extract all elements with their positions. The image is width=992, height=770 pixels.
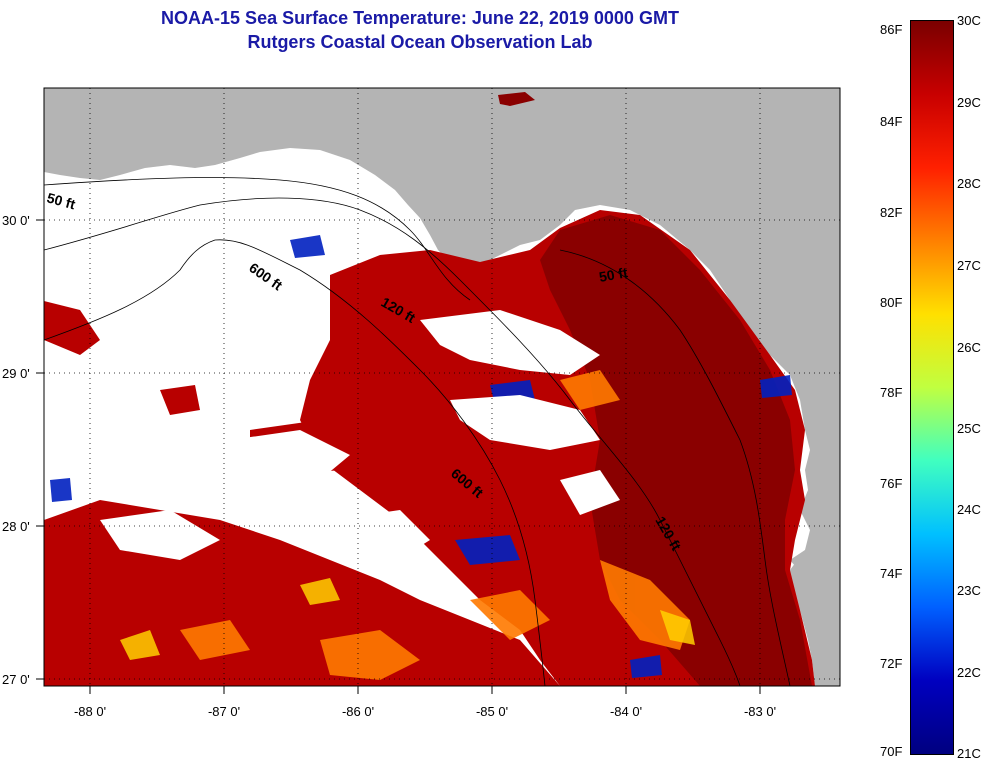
celsius-label: 27C	[957, 258, 981, 273]
fahrenheit-label: 76F	[880, 476, 903, 491]
lat-tick-label: 27 0'	[2, 672, 30, 687]
lon-tick-label: -85 0'	[476, 704, 508, 719]
lat-tick-label: 29 0'	[2, 366, 30, 381]
fahrenheit-label: 78F	[880, 385, 903, 400]
cloud-holes	[100, 310, 620, 565]
lon-tick-label: -83 0'	[744, 704, 776, 719]
north-blob	[498, 92, 535, 106]
celsius-label: 23C	[957, 583, 981, 598]
celsius-label: 30C	[957, 13, 981, 28]
isobath-label: 50 ft	[45, 189, 77, 212]
sst-yellow-patches	[120, 578, 695, 660]
celsius-label: 24C	[957, 502, 981, 517]
land-mass	[44, 88, 840, 686]
isobath-label: 50 ft	[598, 264, 629, 285]
fahrenheit-label: 72F	[880, 656, 903, 671]
celsius-label: 25C	[957, 421, 981, 436]
map-frame	[43, 87, 841, 687]
land-gulfshore	[790, 540, 840, 600]
celsius-label: 21C	[957, 746, 981, 761]
lon-tick-label: -84 0'	[610, 704, 642, 719]
fahrenheit-label: 82F	[880, 205, 903, 220]
celsius-label: 22C	[957, 665, 981, 680]
fahrenheit-label: 74F	[880, 566, 903, 581]
lat-tick-label: 28 0'	[2, 519, 30, 534]
celsius-label: 28C	[957, 176, 981, 191]
axis-ticks	[36, 219, 761, 694]
lon-tick-label: -88 0'	[74, 704, 106, 719]
lon-tick-label: -86 0'	[342, 704, 374, 719]
isobath-contours	[44, 177, 791, 686]
fahrenheit-label: 84F	[880, 114, 903, 129]
land-bay	[70, 115, 100, 160]
map-title: NOAA-15 Sea Surface Temperature: June 22…	[161, 8, 679, 28]
map-subtitle: Rutgers Coastal Ocean Observation Lab	[247, 32, 593, 52]
fahrenheit-label: 86F	[880, 22, 903, 37]
lat-tick-label: 30 0'	[2, 213, 30, 228]
fahrenheit-label: 70F	[880, 744, 903, 759]
celsius-label: 26C	[957, 340, 981, 355]
color-scale-bar	[910, 20, 954, 755]
celsius-label: 29C	[957, 95, 981, 110]
fahrenheit-label: 80F	[880, 295, 903, 310]
lon-tick-label: -87 0'	[208, 704, 240, 719]
